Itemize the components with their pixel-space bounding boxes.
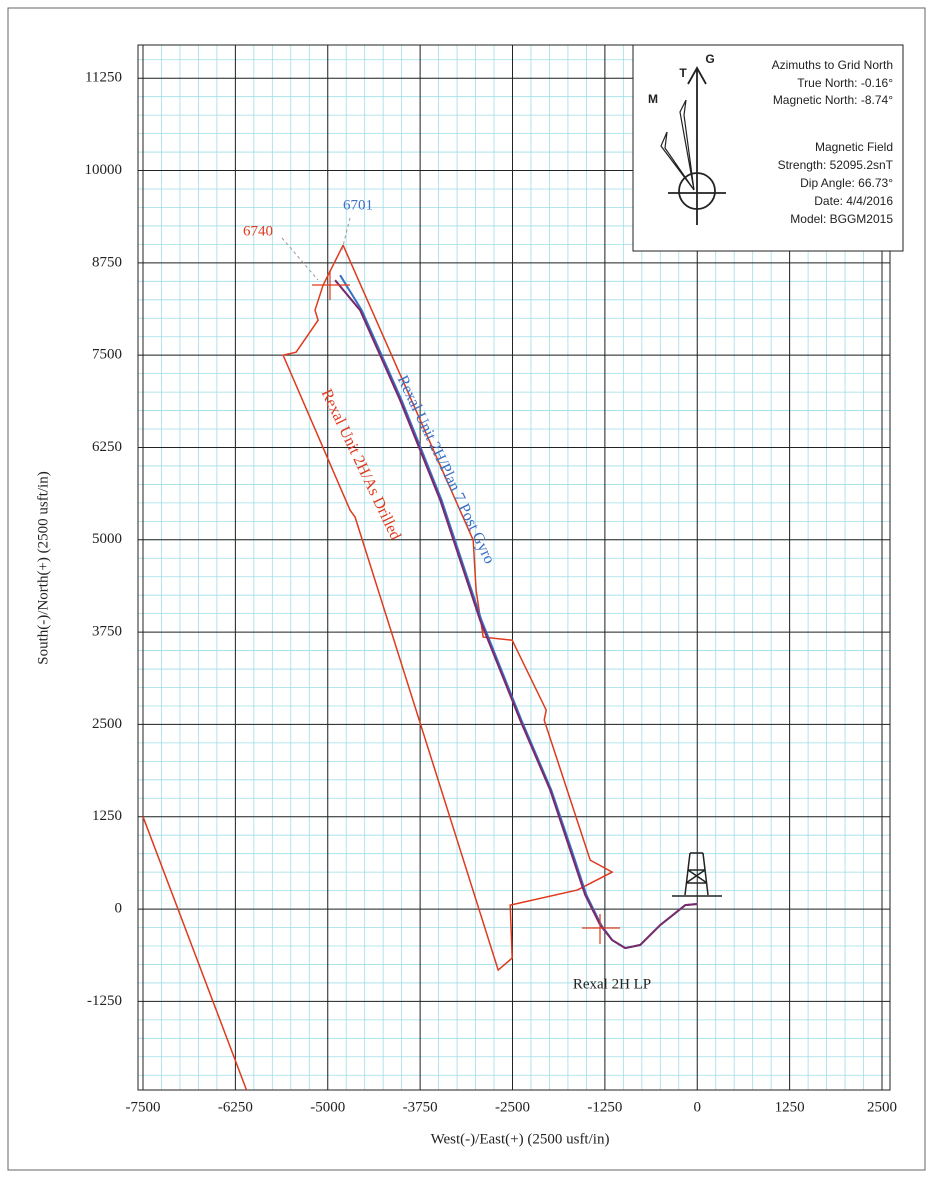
x-tick-label: -7500 [126, 1099, 161, 1115]
annotation: 6740 [243, 223, 273, 239]
x-tick-label: 2500 [867, 1099, 897, 1115]
x-tick-label: -5000 [310, 1099, 345, 1115]
y-tick-label: 7500 [92, 347, 122, 363]
x-tick-label: 0 [694, 1099, 702, 1115]
x-axis-label: West(-)/East(+) (2500 usft/in) [431, 1131, 610, 1147]
y-tick-label: 1250 [92, 808, 122, 824]
compass [660, 66, 726, 225]
compass-letter: G [705, 52, 714, 66]
legend-text: True North: -0.16° [797, 76, 893, 90]
marks [142, 244, 698, 1090]
frame [7, 7, 926, 1171]
compass-letter: M [648, 92, 658, 106]
series-line [142, 816, 248, 1090]
legend-text: Dip Angle: 66.73° [800, 176, 893, 190]
series-line [282, 244, 614, 972]
x-tick-label: 1250 [775, 1099, 805, 1115]
legend-text: Model: BGGM2015 [790, 212, 893, 226]
legend-text: Date: 4/4/2016 [814, 194, 893, 208]
series-label: Rexal Unit 2H/Plan 7 Post Gyro [394, 373, 498, 567]
legend-text: Strength: 52095.2snT [778, 158, 894, 172]
plot-border [137, 44, 891, 1091]
y-tick-label: 3750 [92, 624, 122, 640]
y-tick-label: 11250 [85, 70, 122, 86]
x-tick-label: -2500 [495, 1099, 530, 1115]
y-tick-label: 6250 [92, 439, 122, 455]
y-tick-label: 0 [115, 901, 123, 917]
grid [137, 44, 891, 1091]
legend-box [632, 44, 904, 252]
legend-text: Azimuths to Grid North [772, 58, 893, 72]
y-tick-label: 10000 [85, 162, 123, 178]
legend-text: Magnetic Field [815, 140, 893, 154]
x-tick-label: -6250 [218, 1099, 253, 1115]
series-line [334, 279, 698, 950]
y-tick-label: 8750 [92, 254, 122, 270]
annotation: Rexal 2H LP [573, 976, 651, 992]
rig-icon [672, 852, 722, 897]
y-tick-label: -1250 [87, 993, 122, 1009]
legend: Azimuths to Grid North True North: -0.16°… [648, 52, 894, 226]
legend-text: Magnetic North: -8.74° [773, 93, 893, 107]
y-axis-label: South(-)/North(+) (2500 usft/in) [35, 471, 51, 664]
annotation: 6701 [343, 197, 373, 213]
target-marks [312, 270, 620, 944]
compass-letter: T [679, 66, 687, 80]
y-tick-label: 2500 [92, 716, 122, 732]
y-tick-label: 5000 [92, 531, 122, 547]
series-line [339, 274, 698, 950]
x-tick-label: -1250 [587, 1099, 622, 1115]
x-tick-label: -3750 [403, 1099, 438, 1115]
leader-lines [281, 217, 351, 281]
